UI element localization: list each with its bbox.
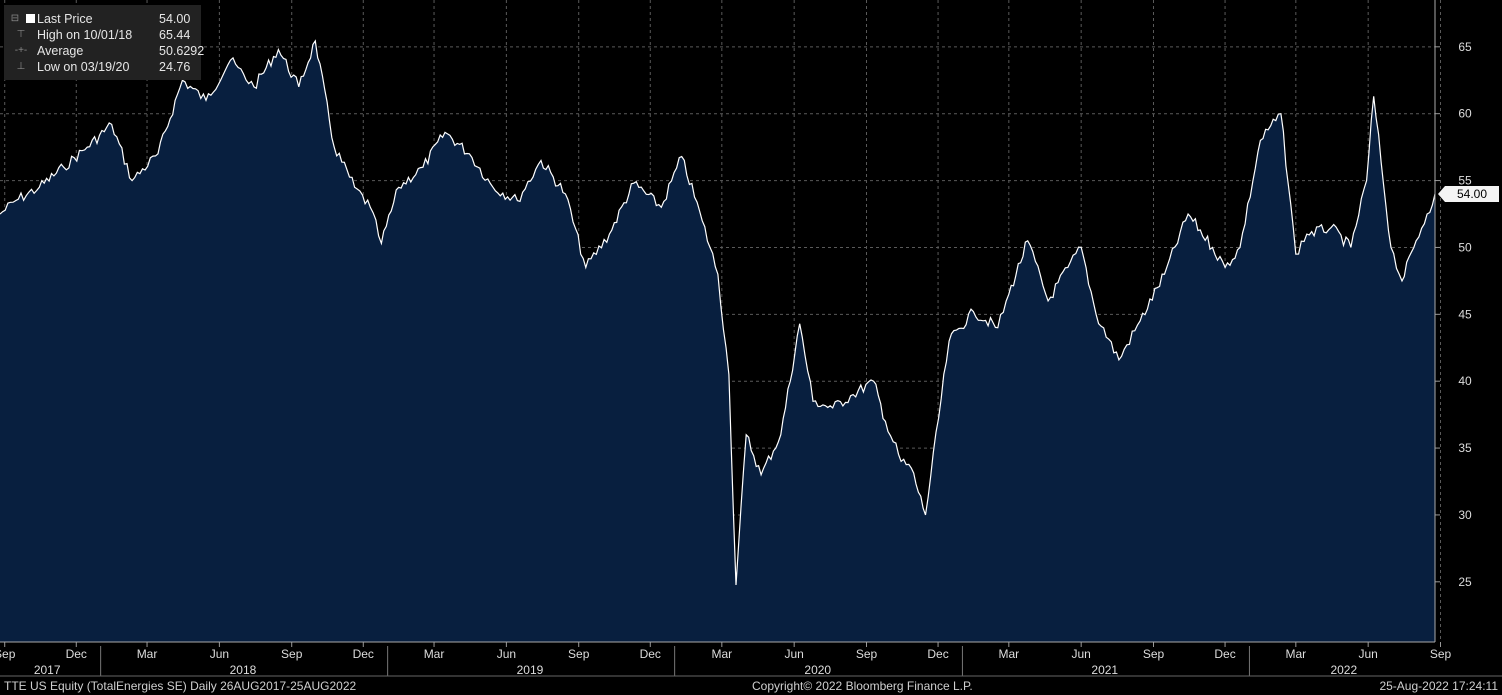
y-axis-labels: 25 30 35 40 45 50 55 60 65 bbox=[1458, 40, 1472, 589]
x-month-label: Dec bbox=[927, 647, 948, 661]
x-month-label: Sep bbox=[0, 647, 16, 661]
x-month-label: Sep bbox=[568, 647, 590, 661]
legend-average-value: 50.6292 bbox=[159, 44, 205, 58]
x-month-label: Dec bbox=[353, 647, 374, 661]
y-tick-label: 55 bbox=[1458, 174, 1472, 188]
x-year-label: 2018 bbox=[230, 663, 257, 677]
footer-security-info: TTE US Equity (TotalEnergies SE) Daily 2… bbox=[4, 679, 357, 693]
legend-low-value: 24.76 bbox=[159, 60, 191, 74]
x-month-label: Dec bbox=[1214, 647, 1235, 661]
y-tick-label: 50 bbox=[1458, 240, 1472, 254]
x-year-label: 2020 bbox=[804, 663, 831, 677]
x-month-label: Jun bbox=[784, 647, 803, 661]
footer-timestamp: 25-Aug-2022 17:24:11 bbox=[1379, 679, 1498, 693]
x-month-label: Sep bbox=[281, 647, 303, 661]
y-tick-label: 30 bbox=[1458, 508, 1472, 522]
collapse-icon[interactable]: ⊟ bbox=[10, 13, 20, 24]
last-price-tag-label: 54.00 bbox=[1457, 187, 1487, 201]
x-year-label: 2021 bbox=[1091, 663, 1118, 677]
x-month-label: Mar bbox=[1285, 647, 1306, 661]
legend-average-label: Average bbox=[37, 44, 84, 58]
legend-low-label: Low on 03/19/20 bbox=[37, 60, 130, 74]
y-tick-label: 40 bbox=[1458, 374, 1472, 388]
x-year-label: 2022 bbox=[1330, 663, 1357, 677]
y-tick-label: 25 bbox=[1458, 575, 1472, 589]
x-month-label: Mar bbox=[424, 647, 445, 661]
legend-last-price-label: Last Price bbox=[37, 12, 93, 26]
x-year-label: 2017 bbox=[34, 663, 61, 677]
axes bbox=[0, 0, 1502, 677]
x-month-label: Sep bbox=[1143, 647, 1165, 661]
low-marker-icon: ⊥ bbox=[16, 61, 26, 72]
x-month-label: Dec bbox=[640, 647, 661, 661]
x-month-label: Jun bbox=[1358, 647, 1377, 661]
x-month-label: Dec bbox=[66, 647, 87, 661]
legend-high-value: 65.44 bbox=[159, 28, 191, 42]
footer-copyright: Copyright© 2022 Bloomberg Finance L.P. bbox=[752, 679, 973, 693]
last-price-marker: 54.00 bbox=[1438, 185, 1499, 202]
x-year-label: 2019 bbox=[517, 663, 544, 677]
x-month-label: Sep bbox=[1430, 647, 1452, 661]
x-month-label: Mar bbox=[137, 647, 158, 661]
high-marker-icon: ⊤ bbox=[16, 29, 26, 40]
price-line bbox=[0, 39, 1436, 586]
legend-high-label: High on 10/01/18 bbox=[37, 28, 133, 42]
x-month-label: Jun bbox=[210, 647, 229, 661]
last-price-tag bbox=[1438, 185, 1499, 202]
x-month-label: Sep bbox=[856, 647, 878, 661]
y-tick-label: 35 bbox=[1458, 441, 1472, 455]
y-tick-label: 65 bbox=[1458, 40, 1472, 54]
price-area bbox=[0, 40, 1435, 642]
legend-last-price-value: 54.00 bbox=[159, 12, 191, 26]
x-month-label: Jun bbox=[1071, 647, 1090, 661]
x-month-label: Mar bbox=[998, 647, 1019, 661]
x-axis-labels: Sep Dec Mar Jun Sep Dec Mar Jun Sep Dec Mar Jun Sep D… bbox=[0, 647, 1452, 677]
legend: ⊟ Last Price 54.00 ⊤ High on 10/01/18 65… bbox=[4, 5, 205, 80]
y-tick-label: 45 bbox=[1458, 307, 1472, 321]
x-month-label: Jun bbox=[497, 647, 516, 661]
last-price-swatch-icon bbox=[26, 14, 35, 23]
average-marker-icon: -+- bbox=[14, 45, 28, 56]
y-tick-label: 60 bbox=[1458, 107, 1472, 121]
x-month-label: Mar bbox=[711, 647, 732, 661]
